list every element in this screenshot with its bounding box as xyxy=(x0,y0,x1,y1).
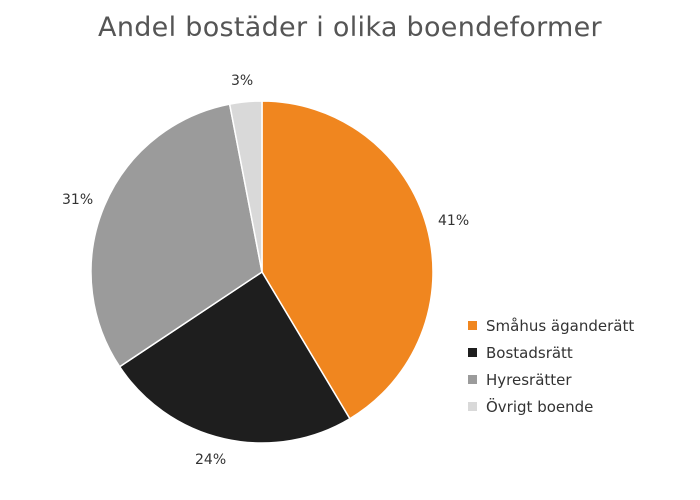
swatch-icon xyxy=(468,348,477,357)
label-bostadsratt: 24% xyxy=(195,452,227,468)
label-hyresratter: 31% xyxy=(62,192,94,208)
legend-item-hyresratter: Hyresrätter xyxy=(468,366,634,393)
swatch-icon xyxy=(468,321,477,330)
label-smahus: 41% xyxy=(438,213,470,229)
slice-ovrigt xyxy=(228,100,263,273)
legend-label: Övrigt boende xyxy=(486,397,594,416)
chart-title: Andel bostäder i olika boendeformer xyxy=(98,12,602,43)
slice-smahus xyxy=(261,100,434,420)
swatch-icon xyxy=(468,375,477,384)
legend-item-smahus: Småhus äganderätt xyxy=(468,312,634,339)
legend-label: Bostadsrätt xyxy=(486,343,573,362)
label-ovrigt: 3% xyxy=(231,73,254,89)
legend: Småhus äganderätt Bostadsrätt Hyresrätte… xyxy=(468,312,634,420)
slice-bostadsratt xyxy=(118,270,351,444)
legend-label: Småhus äganderätt xyxy=(486,316,635,335)
slice-hyresratter xyxy=(90,103,263,368)
swatch-icon xyxy=(468,402,477,411)
legend-label: Hyresrätter xyxy=(486,370,572,389)
legend-item-ovrigt: Övrigt boende xyxy=(468,393,634,420)
legend-item-bostadsratt: Bostadsrätt xyxy=(468,339,634,366)
